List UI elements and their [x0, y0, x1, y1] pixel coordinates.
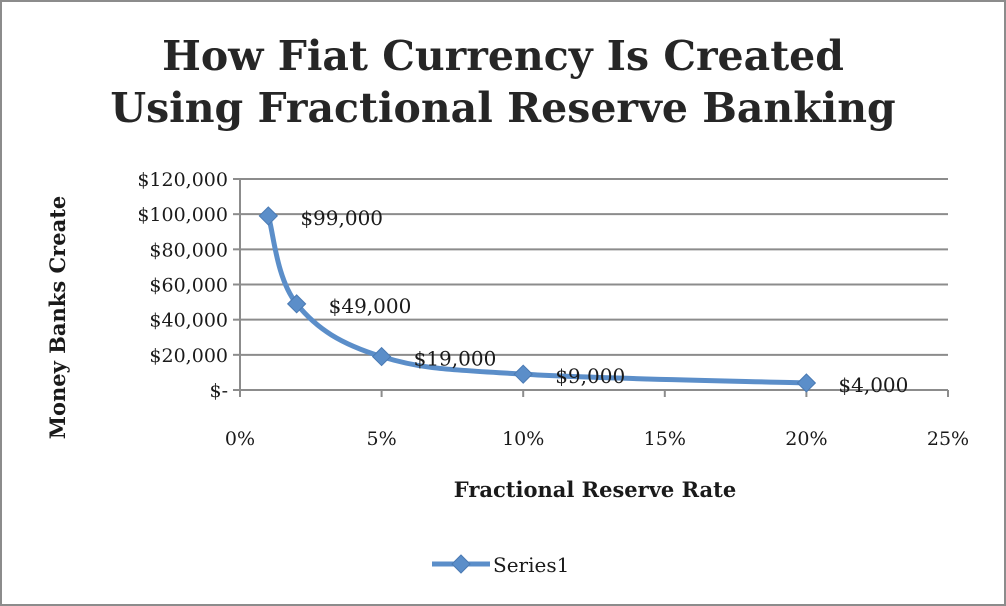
data-label: $4,000: [838, 373, 908, 397]
y-tick-label: $120,000: [137, 169, 228, 191]
x-axis-title: Fractional Reserve Rate: [454, 477, 736, 502]
y-tick-label: $80,000: [149, 239, 228, 261]
y-tick-label: $-: [209, 380, 228, 402]
data-point-marker: [258, 206, 279, 226]
chart-title-line-2: Using Fractional Reserve Banking: [110, 84, 896, 132]
x-tick-label: 20%: [785, 428, 827, 450]
y-axis-title: Money Banks Create: [45, 196, 70, 440]
x-tick-label: 25%: [927, 428, 969, 450]
series-line: [265, 215, 807, 386]
data-label: $49,000: [329, 294, 412, 318]
data-point-marker: [513, 364, 533, 384]
data-point-marker: [371, 346, 392, 367]
data-label: $19,000: [414, 347, 497, 371]
chart-title-line-1: How Fiat Currency Is Created: [162, 32, 844, 80]
x-tick-label: 5%: [367, 428, 397, 450]
x-tick-label: 15%: [644, 428, 686, 450]
data-label: $9,000: [555, 364, 625, 388]
y-tick-label: $20,000: [149, 345, 228, 367]
y-tick-label: $100,000: [137, 204, 228, 226]
data-label: $99,000: [300, 206, 383, 230]
data-point-marker: [286, 294, 307, 314]
data-point-marker: [796, 373, 817, 393]
y-tick-label: $60,000: [149, 275, 228, 297]
x-tick-label: 0%: [225, 428, 255, 450]
chart-title: How Fiat Currency Is Created Using Fract…: [0, 30, 1006, 134]
y-tick-label: $40,000: [149, 310, 228, 332]
legend-marker: [451, 554, 471, 574]
legend-label: Series1: [493, 553, 569, 577]
x-tick-label: 10%: [502, 428, 544, 450]
